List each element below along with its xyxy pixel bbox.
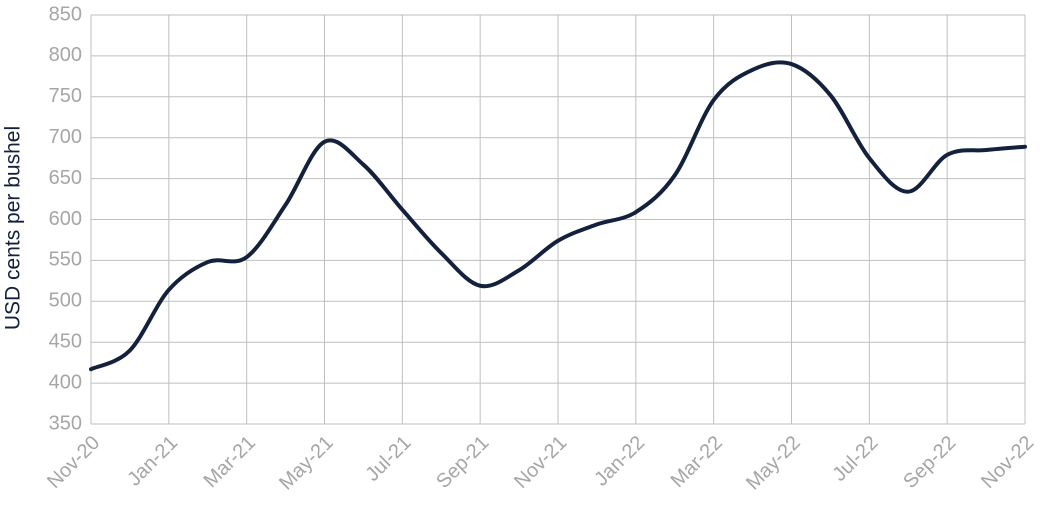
- y-tick-label: 750: [49, 85, 82, 107]
- line-series: [89, 60, 1027, 372]
- x-tick-label: Nov-21: [510, 432, 571, 493]
- x-tick-label: Mar-22: [667, 432, 727, 492]
- y-tick-label: 450: [49, 330, 82, 352]
- y-axis-label: USD cents per bushel: [2, 126, 25, 330]
- x-tick-label: Jul-21: [362, 432, 416, 486]
- y-tick-label: 650: [49, 167, 82, 189]
- x-tick-label: May-21: [275, 432, 338, 495]
- x-tick-label: Jul-22: [829, 432, 883, 486]
- y-tick-label: 600: [49, 208, 82, 230]
- y-tick-label: 400: [49, 371, 82, 393]
- y-tick-label: 800: [49, 44, 82, 66]
- y-tick-label: 700: [49, 126, 82, 148]
- y-tick-label: 550: [49, 249, 82, 271]
- x-tick-label: Nov-20: [43, 432, 104, 493]
- x-tick-label: Nov-22: [977, 432, 1038, 493]
- x-tick-label: Jan-21: [123, 432, 182, 491]
- x-tick-label: Sep-22: [899, 432, 960, 493]
- y-tick-label: 350: [49, 412, 82, 434]
- x-tick-label: May-22: [742, 432, 805, 495]
- y-tick-label: 500: [49, 290, 82, 312]
- x-tick-label: Mar-21: [200, 432, 260, 492]
- x-tick-label: Jan-22: [590, 432, 649, 491]
- x-tick-label: Sep-21: [432, 432, 493, 493]
- y-tick-label: 850: [49, 3, 82, 25]
